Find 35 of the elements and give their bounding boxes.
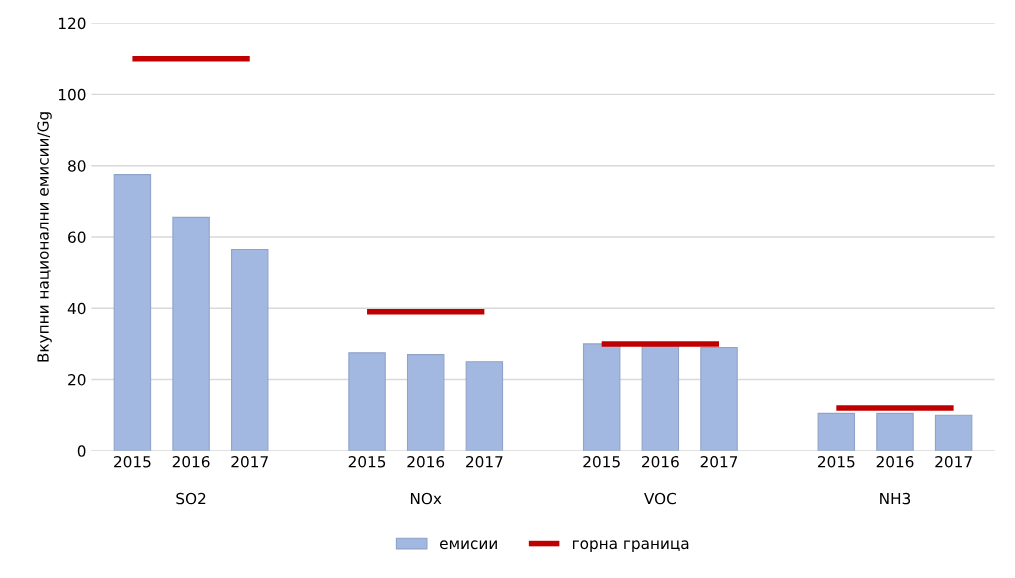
y-tick-label: 0 [77,445,86,457]
x-tick-label: 2016 [407,455,445,468]
y-tick-label: 40 [67,302,86,315]
bar [113,174,152,451]
x-tick-label: 2017 [935,455,972,468]
legend-label: горна граница [573,540,689,553]
x-tick-label: 2016 [172,455,210,468]
x-tick-label: 2017 [700,455,738,468]
legend-label: емисии [440,540,497,550]
y-tick-label: 60 [68,231,86,243]
x-tick-label: 2016 [876,455,914,468]
bar [406,354,445,451]
x-tick-label: 2015 [348,455,386,468]
bar [465,361,504,451]
x-tick-label: 2017 [466,455,503,468]
bar [934,414,973,451]
x-tick-label: 2015 [818,455,855,468]
text: NOx [410,492,442,505]
x-tick-label: 2016 [642,455,679,468]
y-tick-label: 120 [59,17,86,30]
y-tick-label: 20 [68,374,86,386]
bar [876,412,914,451]
y-tick-label: 80 [68,160,86,172]
bar [172,216,210,451]
text: VOC [644,492,676,505]
y-axis-title: Вкупни национални емисии/Gg [37,112,52,362]
text: NH3 [880,492,911,505]
bar [348,352,386,451]
y-tick-label: 100 [59,88,86,101]
x-tick-label: 2017 [231,455,268,468]
text: SO2 [176,492,206,505]
x-tick-label: 2015 [583,455,620,468]
x-tick-label: 2015 [114,455,151,468]
bar [230,248,269,451]
bar [700,346,738,451]
